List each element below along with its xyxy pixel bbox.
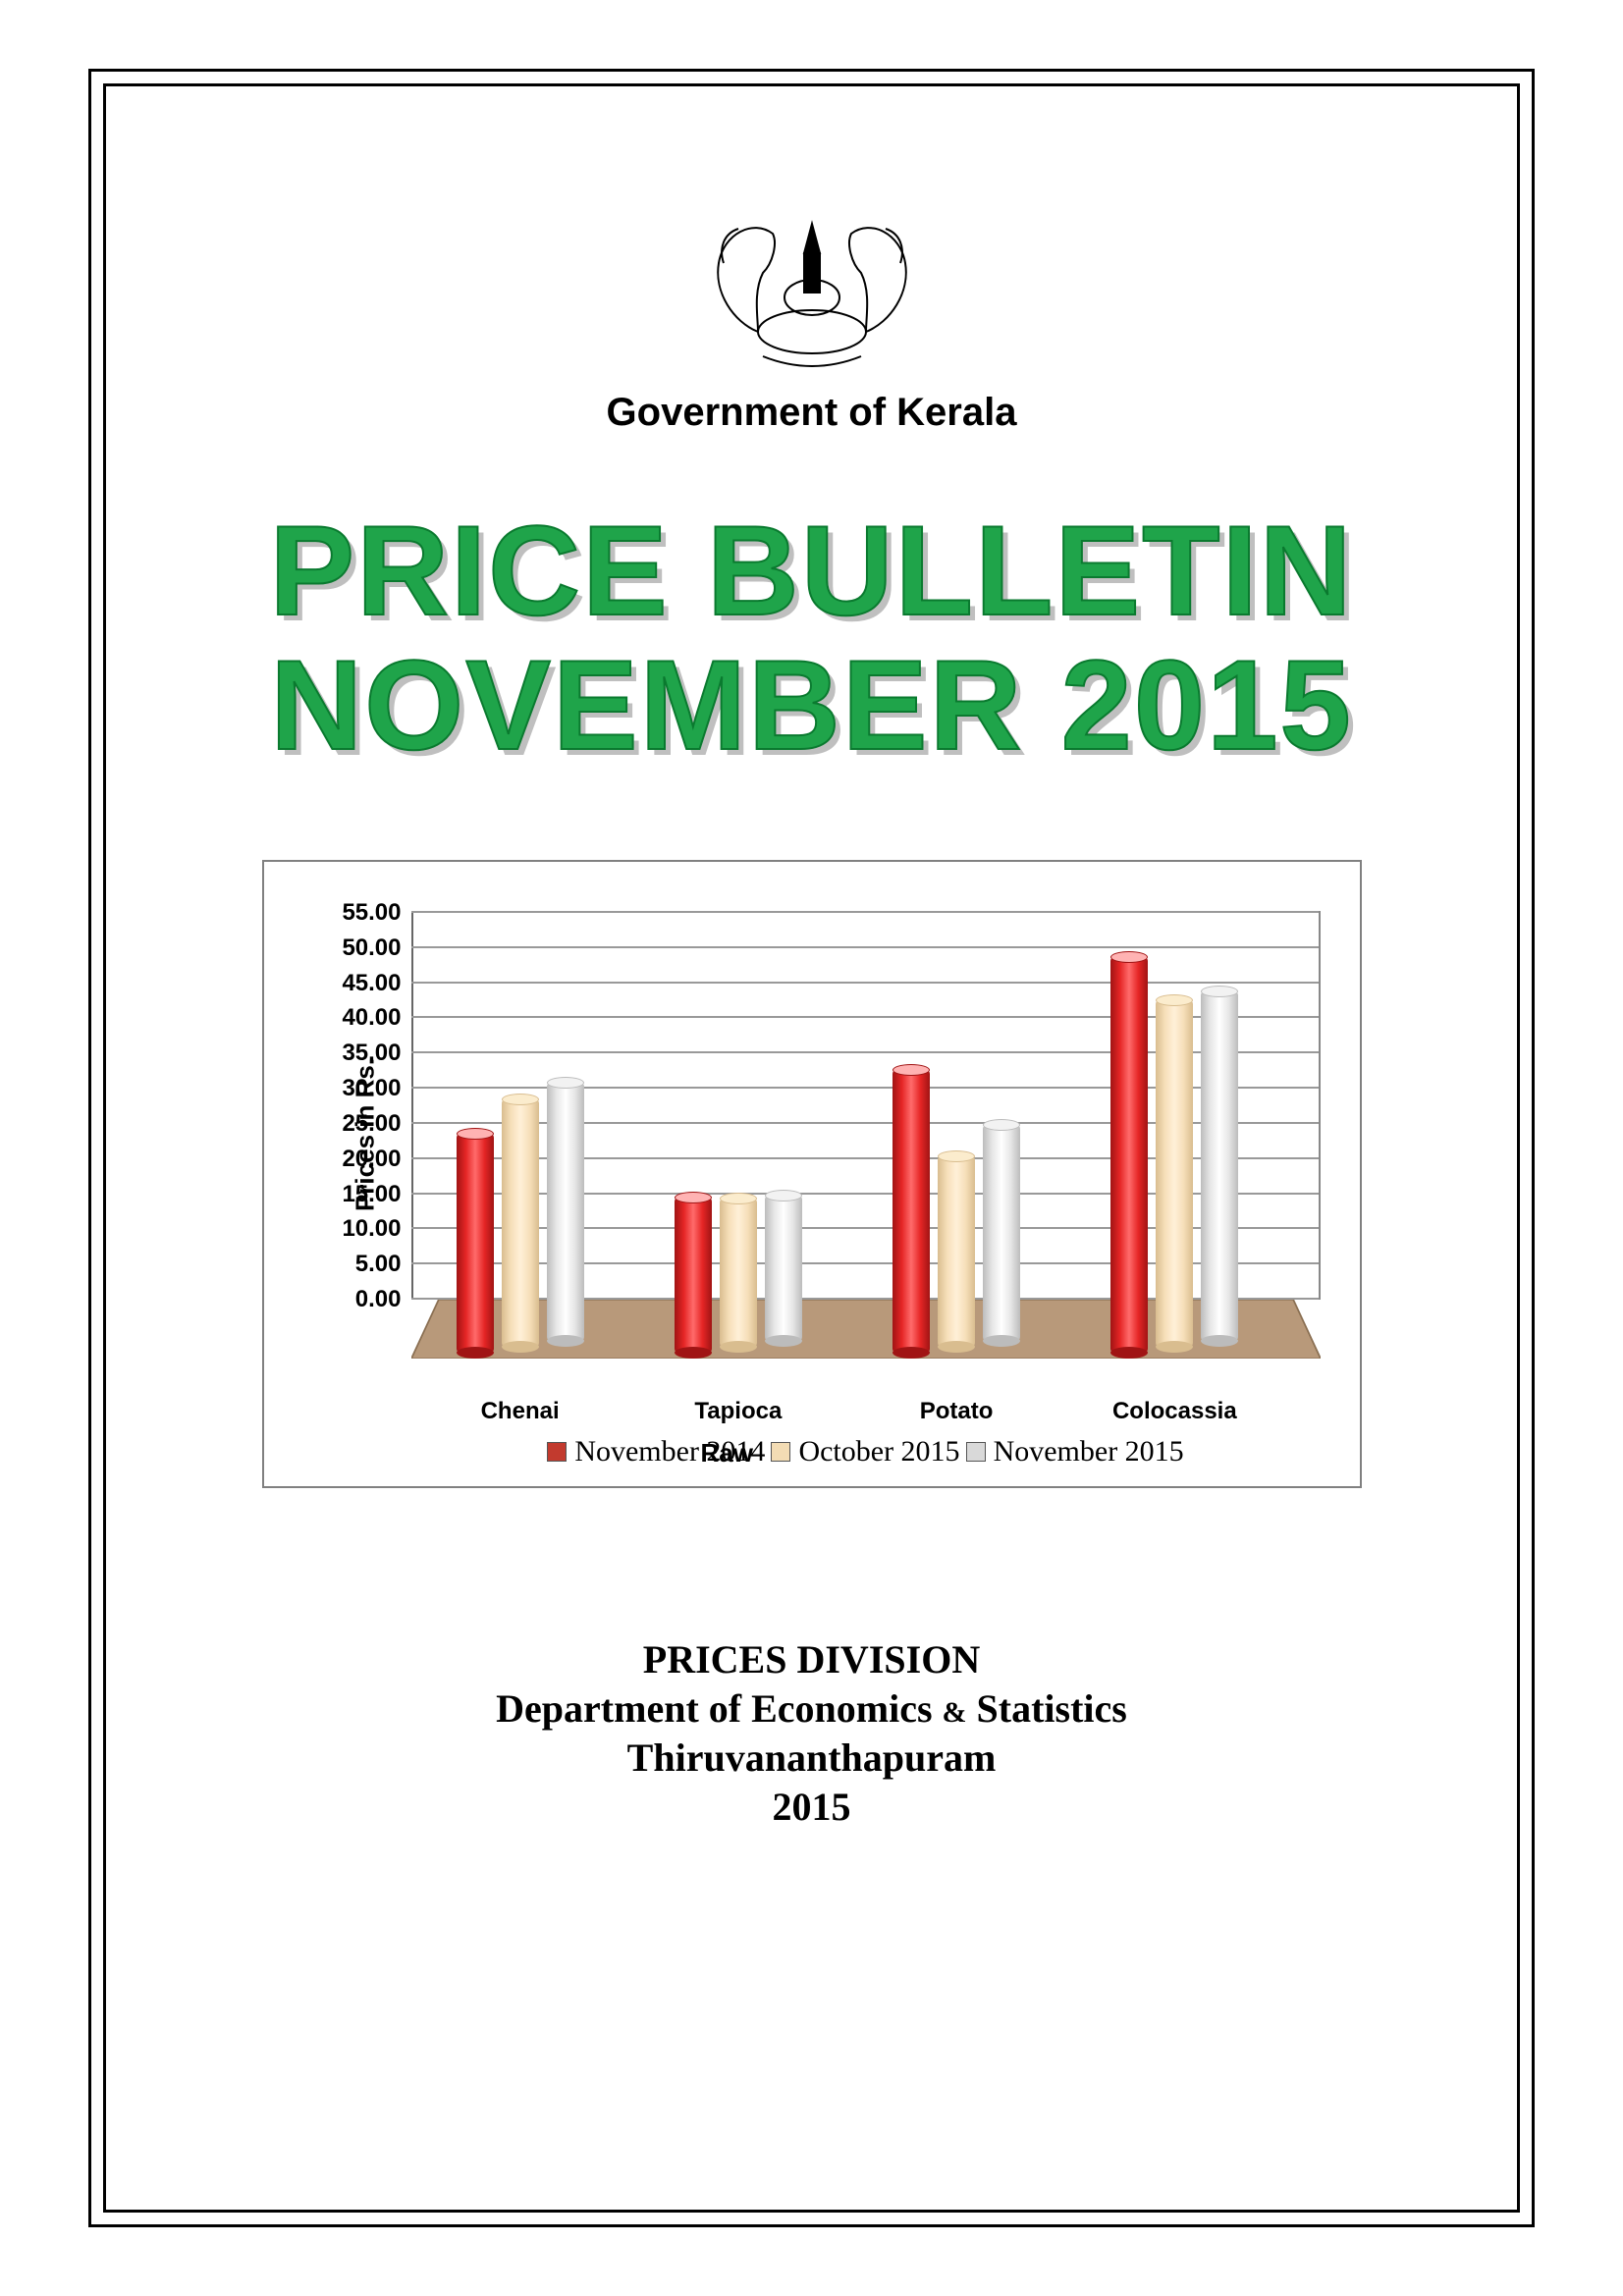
kerala-emblem-icon bbox=[665, 165, 959, 381]
y-tick-label: 0.00 bbox=[355, 1286, 402, 1313]
bar-cylinder bbox=[720, 1193, 757, 1353]
bar-cylinder bbox=[1201, 986, 1238, 1347]
y-tick-label: 55.00 bbox=[342, 899, 401, 927]
footer-line-3: Thiruvananthapuram bbox=[496, 1734, 1127, 1783]
x-category-label: Tapioca bbox=[694, 1398, 782, 1425]
price-chart: 0.005.0010.0015.0020.0025.0030.0035.0040… bbox=[262, 860, 1362, 1488]
legend-swatch-icon bbox=[547, 1442, 567, 1462]
bar-cylinder bbox=[1110, 951, 1148, 1359]
footer-line-2: Department of Economics & Statistics bbox=[496, 1684, 1127, 1734]
legend-swatch-icon bbox=[771, 1442, 790, 1462]
x-category-label: Chenai bbox=[481, 1398, 560, 1425]
footer-ampersand: & bbox=[943, 1696, 967, 1729]
legend-item: November 2015 bbox=[966, 1435, 1184, 1468]
footer-line-1: PRICES DIVISION bbox=[496, 1635, 1127, 1684]
government-label: Government of Kerala bbox=[607, 391, 1017, 435]
emblem-svg bbox=[665, 165, 959, 381]
bar-cylinder bbox=[765, 1190, 802, 1347]
y-tick-label: 45.00 bbox=[342, 970, 401, 997]
x-category-label: Colocassia bbox=[1112, 1398, 1237, 1425]
bar-cylinder bbox=[457, 1128, 494, 1359]
y-tick-label: 40.00 bbox=[342, 1004, 401, 1032]
inner-border: Government of Kerala PRICE BULLETIN NOVE… bbox=[103, 83, 1520, 2213]
title-line-1: PRICE BULLETIN bbox=[269, 504, 1353, 638]
outer-border: Government of Kerala PRICE BULLETIN NOVE… bbox=[88, 69, 1535, 2227]
y-axis-label: Prices in Rs. bbox=[350, 1058, 380, 1211]
x-category-label: Potato bbox=[920, 1398, 994, 1425]
legend-label: November 2015 bbox=[994, 1435, 1184, 1468]
footer-dept-a: Department of Economics bbox=[496, 1686, 932, 1731]
y-tick-label: 10.00 bbox=[342, 1215, 401, 1243]
footer-block: PRICES DIVISION Department of Economics … bbox=[496, 1635, 1127, 1832]
chart-legend: November 2014 October 2015 November 2015 bbox=[411, 1435, 1321, 1468]
bar-cylinder bbox=[983, 1119, 1020, 1347]
bar-container: ChenaiTapiocaPotatoColocassia bbox=[411, 911, 1321, 1300]
footer-dept-b: Statistics bbox=[977, 1686, 1127, 1731]
bar-cylinder bbox=[547, 1077, 584, 1347]
bar-cylinder bbox=[938, 1150, 975, 1353]
bar-cylinder bbox=[675, 1192, 712, 1359]
legend-item: October 2015 bbox=[771, 1435, 959, 1468]
title-line-2: NOVEMBER 2015 bbox=[269, 638, 1353, 773]
bar-cylinder bbox=[1156, 994, 1193, 1353]
y-tick-label: 50.00 bbox=[342, 934, 401, 962]
footer-line-4: 2015 bbox=[496, 1783, 1127, 1832]
chart-plot-area: 0.005.0010.0015.0020.0025.0030.0035.0040… bbox=[411, 911, 1321, 1359]
title-block: PRICE BULLETIN NOVEMBER 2015 bbox=[269, 504, 1353, 772]
bar-cylinder bbox=[893, 1064, 930, 1359]
legend-swatch-icon bbox=[966, 1442, 986, 1462]
category-overlap-text: Raw bbox=[701, 1438, 753, 1468]
y-tick-label: 5.00 bbox=[355, 1251, 402, 1278]
bar-cylinder bbox=[502, 1094, 539, 1353]
legend-label: October 2015 bbox=[798, 1435, 959, 1468]
